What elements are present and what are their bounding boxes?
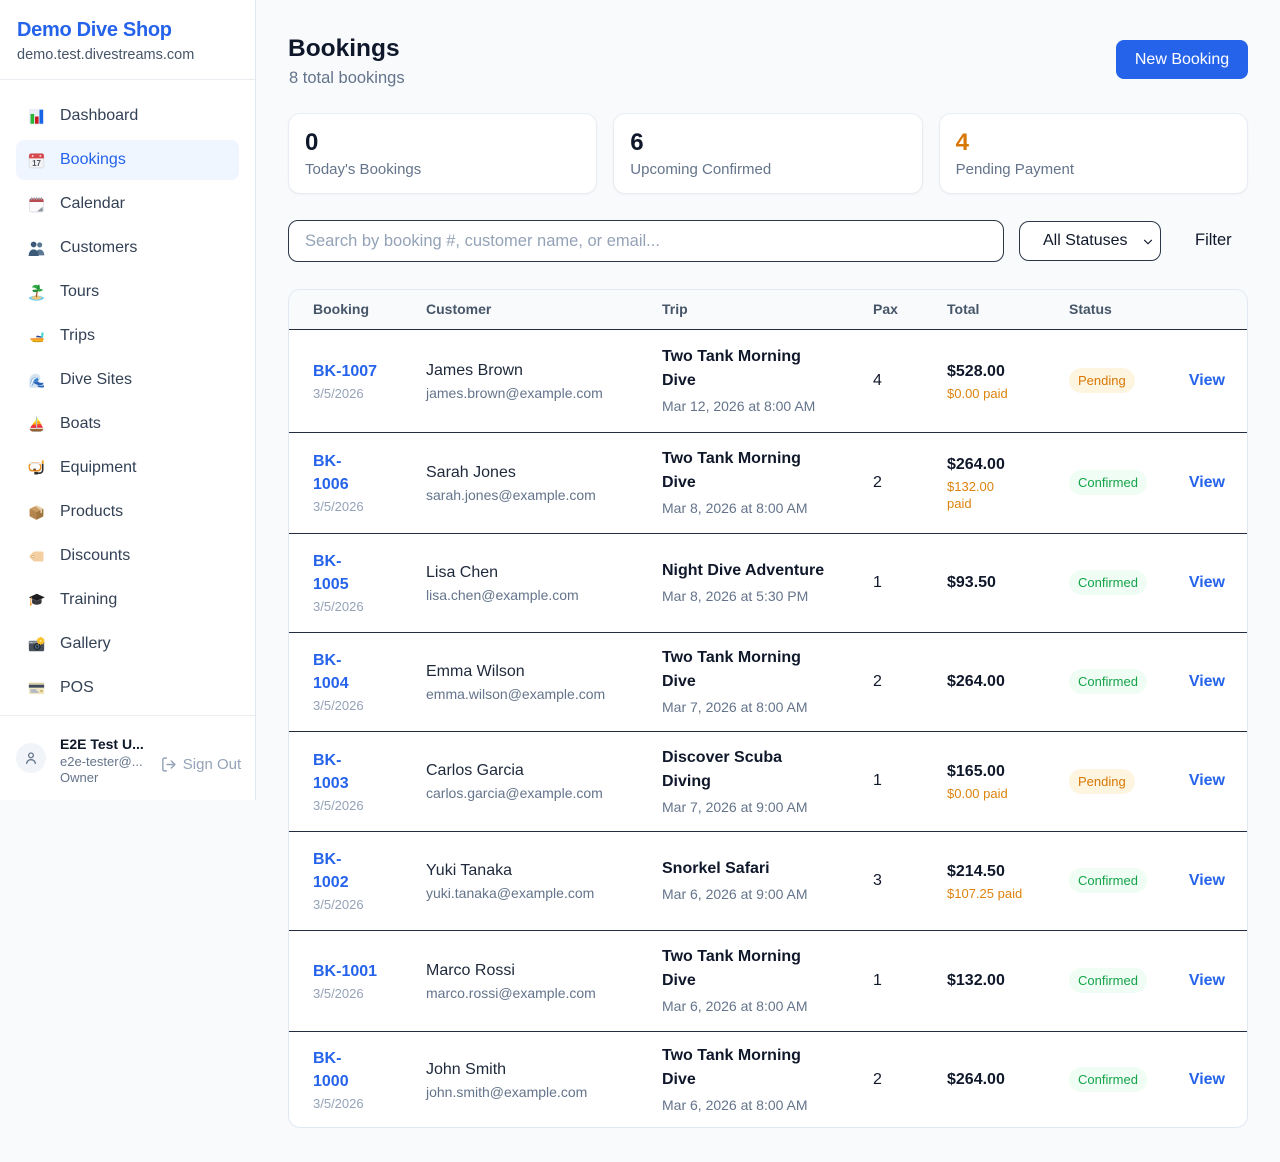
svg-text:17: 17 (32, 158, 41, 167)
